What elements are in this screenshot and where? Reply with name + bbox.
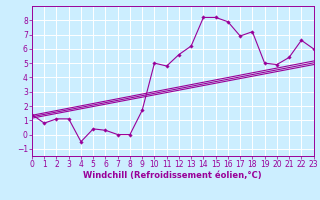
X-axis label: Windchill (Refroidissement éolien,°C): Windchill (Refroidissement éolien,°C) bbox=[84, 171, 262, 180]
